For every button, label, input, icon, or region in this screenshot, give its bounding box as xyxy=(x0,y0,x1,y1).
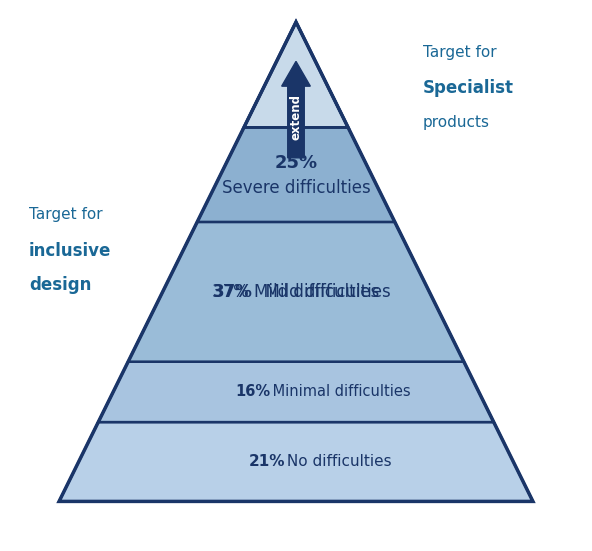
Polygon shape xyxy=(98,361,494,422)
Text: 37%: 37% xyxy=(213,283,253,301)
Text: 16%: 16% xyxy=(236,385,271,399)
Text: 37% Mild difficulties: 37% Mild difficulties xyxy=(213,283,379,301)
Text: No difficulties: No difficulties xyxy=(282,454,392,469)
Text: 21%: 21% xyxy=(249,454,286,469)
Polygon shape xyxy=(59,422,533,501)
Polygon shape xyxy=(128,222,464,361)
FancyArrow shape xyxy=(282,61,310,158)
Polygon shape xyxy=(244,22,348,127)
Text: Severe difficulties: Severe difficulties xyxy=(221,180,371,197)
Text: products: products xyxy=(423,115,490,130)
Text: extend: extend xyxy=(289,94,303,141)
Text: 25%: 25% xyxy=(275,154,317,171)
Text: Mild difficulties: Mild difficulties xyxy=(255,283,391,301)
Text: inclusive: inclusive xyxy=(29,242,111,260)
Text: design: design xyxy=(29,277,91,294)
Text: Minimal difficulties: Minimal difficulties xyxy=(268,385,411,399)
Polygon shape xyxy=(197,127,395,222)
Text: Target for: Target for xyxy=(29,207,102,223)
Text: Specialist: Specialist xyxy=(423,79,514,97)
Text: Target for: Target for xyxy=(423,45,496,60)
